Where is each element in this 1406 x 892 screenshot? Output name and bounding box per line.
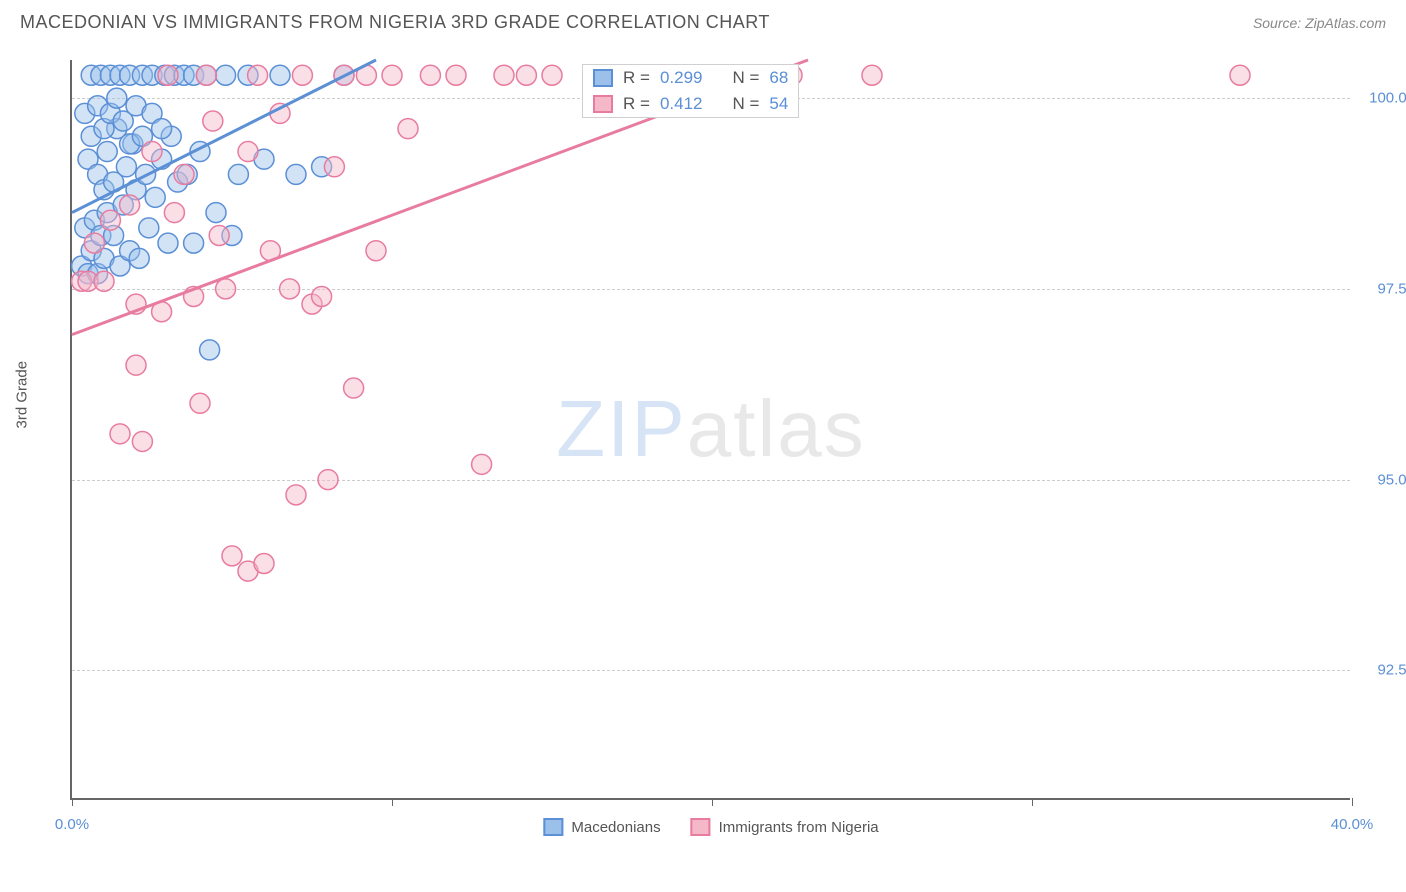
scatter-point (270, 65, 290, 85)
stat-r-label: R = (623, 94, 650, 114)
scatter-point (286, 164, 306, 184)
scatter-point (222, 546, 242, 566)
scatter-point (228, 164, 248, 184)
x-tick (1032, 798, 1033, 806)
scatter-point (145, 187, 165, 207)
scatter-point (174, 164, 194, 184)
scatter-point (184, 233, 204, 253)
scatter-point (318, 470, 338, 490)
stat-n-value: 54 (769, 94, 788, 114)
scatter-point (120, 195, 140, 215)
scatter-point (129, 248, 149, 268)
scatter-point (324, 157, 344, 177)
scatter-point (344, 378, 364, 398)
scatter-point (292, 65, 312, 85)
scatter-point (142, 142, 162, 162)
legend-swatch-icon (593, 95, 613, 113)
x-tick (712, 798, 713, 806)
scatter-point (472, 454, 492, 474)
scatter-point (398, 119, 418, 139)
scatter-point (158, 233, 178, 253)
scatter-point (420, 65, 440, 85)
legend-swatch-icon (543, 818, 563, 836)
scatter-point (107, 88, 127, 108)
legend-item-nigeria: Immigrants from Nigeria (691, 818, 879, 836)
y-tick-label: 100.0% (1369, 90, 1406, 107)
chart-title: MACEDONIAN VS IMMIGRANTS FROM NIGERIA 3R… (20, 12, 770, 33)
chart-header: MACEDONIAN VS IMMIGRANTS FROM NIGERIA 3R… (0, 0, 1406, 41)
y-tick-label: 97.5% (1377, 280, 1406, 297)
scatter-point (110, 424, 130, 444)
scatter-point (254, 554, 274, 574)
scatter-point (216, 65, 236, 85)
scatter-point (203, 111, 223, 131)
legend-swatch-icon (691, 818, 711, 836)
stat-n-label: N = (732, 68, 759, 88)
scatter-point (200, 340, 220, 360)
stat-r-label: R = (623, 68, 650, 88)
scatter-point (216, 279, 236, 299)
scatter-point (84, 233, 104, 253)
scatter-point (152, 119, 172, 139)
scatter-point (206, 203, 226, 223)
stats-row: R = 0.412 N = 54 (583, 91, 798, 117)
x-tick-label: 0.0% (55, 816, 89, 833)
stats-row: R = 0.299 N = 68 (583, 65, 798, 91)
plot-area: ZIPatlas 92.5%95.0%97.5%100.0% R =0.299N… (70, 60, 1350, 800)
x-tick (1352, 798, 1353, 806)
scatter-point (94, 271, 114, 291)
scatter-point (238, 142, 258, 162)
scatter-point (196, 65, 216, 85)
scatter-point (132, 431, 152, 451)
scatter-svg (72, 60, 1350, 798)
source-attribution: Source: ZipAtlas.com (1253, 15, 1386, 31)
scatter-point (248, 65, 268, 85)
scatter-point (116, 157, 136, 177)
scatter-point (270, 103, 290, 123)
legend-swatch-icon (593, 69, 613, 87)
scatter-point (366, 241, 386, 261)
stat-r-value: 0.299 (660, 68, 703, 88)
stats-legend-box: R = 0.299 N = 68 R = 0.412 N = 54 (582, 64, 799, 118)
chart-container: 3rd Grade ZIPatlas 92.5%95.0%97.5%100.0%… (50, 50, 1380, 830)
scatter-point (280, 279, 300, 299)
legend-label: Immigrants from Nigeria (719, 819, 879, 836)
legend-item-macedonians: Macedonians (543, 818, 660, 836)
y-tick-label: 92.5% (1377, 662, 1406, 679)
scatter-point (209, 225, 229, 245)
scatter-point (100, 210, 120, 230)
scatter-point (382, 65, 402, 85)
scatter-point (446, 65, 466, 85)
scatter-point (494, 65, 514, 85)
legend-label: Macedonians (571, 819, 660, 836)
scatter-point (126, 355, 146, 375)
stat-r-value: 0.412 (660, 94, 703, 114)
scatter-point (158, 65, 178, 85)
x-tick (392, 798, 393, 806)
scatter-point (862, 65, 882, 85)
scatter-point (139, 218, 159, 238)
scatter-point (312, 286, 332, 306)
scatter-point (516, 65, 536, 85)
scatter-point (1230, 65, 1250, 85)
scatter-point (286, 485, 306, 505)
x-tick (72, 798, 73, 806)
bottom-legend: Macedonians Immigrants from Nigeria (543, 818, 878, 836)
stat-n-label: N = (732, 94, 759, 114)
scatter-point (164, 203, 184, 223)
stat-n-value: 68 (769, 68, 788, 88)
scatter-point (542, 65, 562, 85)
y-tick-label: 95.0% (1377, 471, 1406, 488)
y-axis-label: 3rd Grade (14, 361, 31, 429)
scatter-point (97, 142, 117, 162)
scatter-point (190, 393, 210, 413)
x-tick-label: 40.0% (1331, 816, 1374, 833)
